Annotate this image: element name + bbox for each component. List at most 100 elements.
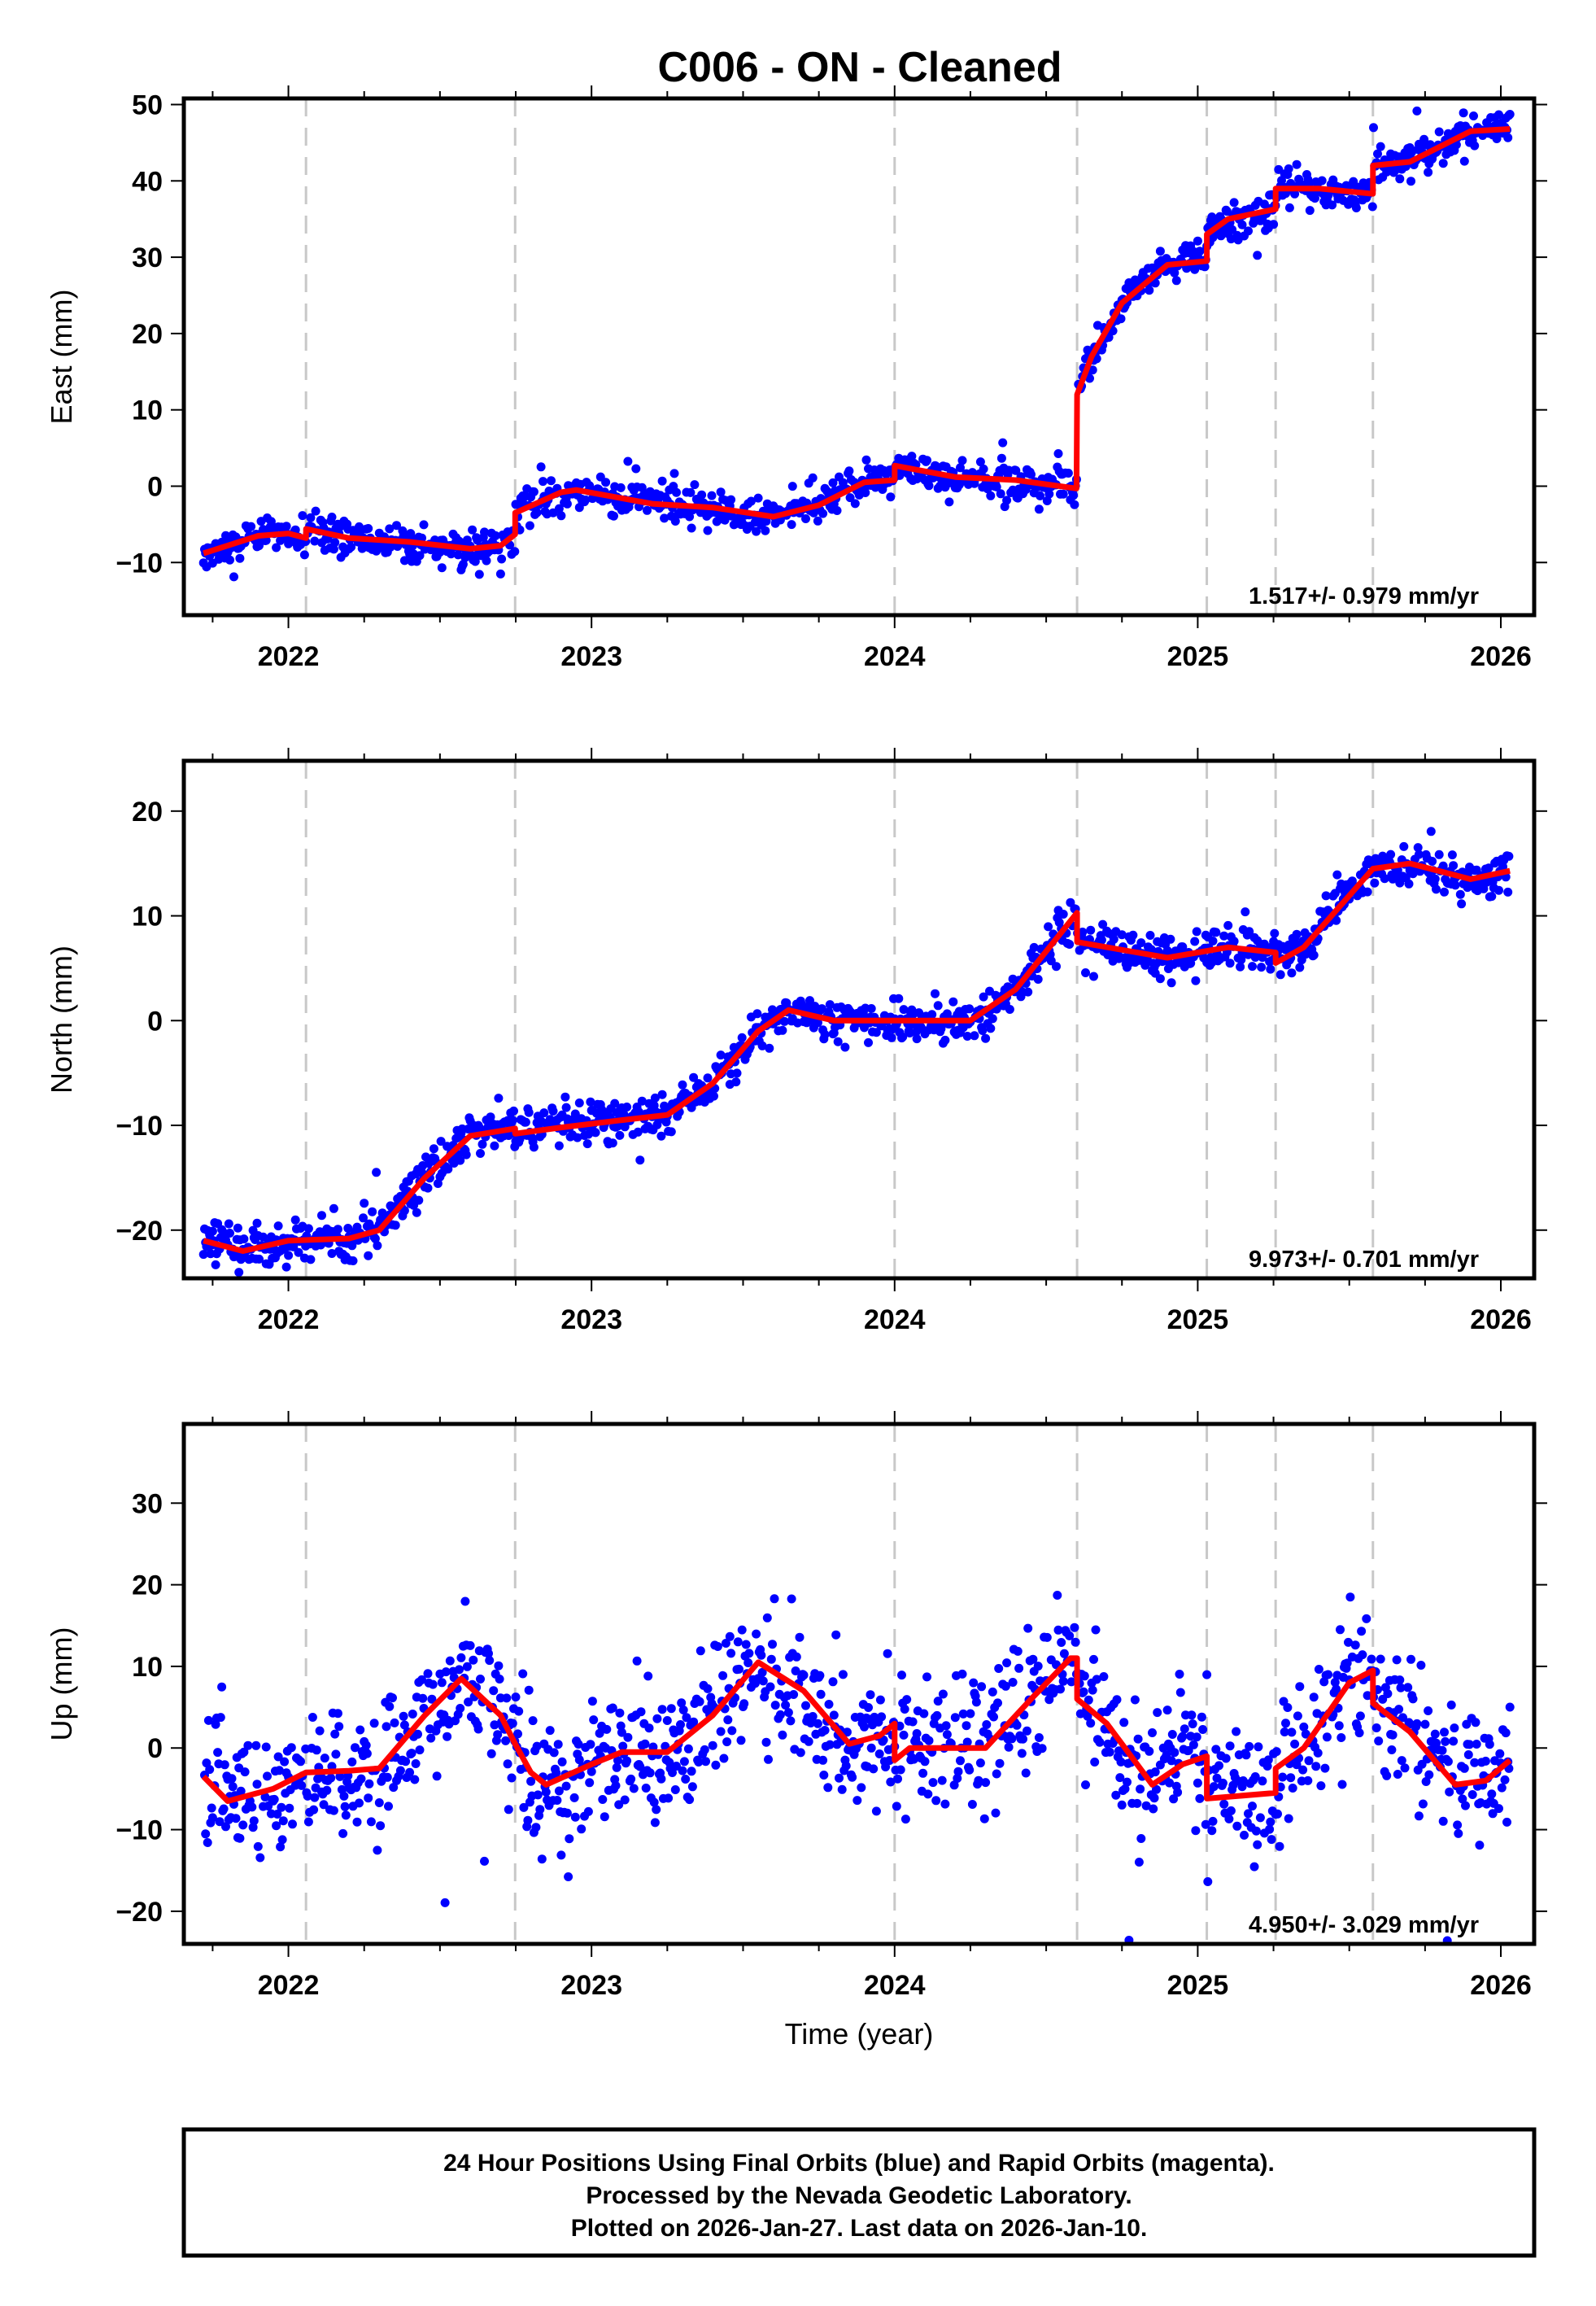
- data-point: [1367, 202, 1377, 212]
- data-point: [1008, 1678, 1018, 1687]
- data-point: [429, 1144, 438, 1154]
- data-point: [443, 1732, 452, 1741]
- data-point: [524, 1685, 534, 1695]
- data-point: [464, 1697, 473, 1707]
- data-point: [260, 1793, 270, 1802]
- data-point: [716, 1727, 726, 1736]
- data-point: [587, 1767, 596, 1776]
- data-point: [1175, 1670, 1184, 1679]
- data-point: [994, 1664, 1004, 1673]
- data-point: [924, 1736, 934, 1745]
- data-point: [820, 1029, 830, 1039]
- data-point: [860, 1722, 869, 1732]
- data-point: [556, 1850, 566, 1860]
- data-point: [1141, 1801, 1151, 1810]
- data-point: [495, 569, 505, 579]
- data-point: [1133, 1734, 1143, 1744]
- data-point: [1311, 1762, 1321, 1771]
- data-point: [1504, 851, 1514, 861]
- data-point: [1373, 149, 1382, 159]
- data-points: [200, 1591, 1515, 1944]
- data-point: [390, 1718, 399, 1727]
- y-tick-label: 20: [132, 1570, 163, 1601]
- data-point: [539, 1108, 549, 1118]
- data-point: [1229, 937, 1239, 946]
- data-point: [329, 1806, 338, 1815]
- data-point: [893, 1774, 902, 1784]
- data-point: [982, 1720, 992, 1729]
- data-point: [931, 1796, 941, 1806]
- data-point: [725, 1631, 735, 1641]
- data-point: [329, 544, 338, 554]
- data-point: [978, 1026, 988, 1035]
- data-point: [1136, 1784, 1145, 1794]
- data-point: [1303, 1775, 1313, 1785]
- data-point: [613, 1756, 622, 1765]
- data-point: [791, 1652, 801, 1662]
- data-point: [306, 513, 316, 522]
- data-point: [1396, 1683, 1406, 1692]
- data-point: [1245, 1741, 1254, 1751]
- data-point: [726, 495, 736, 504]
- data-point: [739, 1699, 749, 1709]
- data-point: [900, 1815, 910, 1824]
- data-point: [1281, 1719, 1290, 1728]
- data-point: [687, 1767, 696, 1776]
- data-point: [1397, 1756, 1406, 1766]
- data-point: [586, 1740, 595, 1749]
- data-point: [220, 1760, 229, 1770]
- data-point: [608, 1703, 617, 1713]
- data-point: [1345, 1592, 1355, 1602]
- data-point: [331, 1749, 341, 1759]
- data-point: [524, 1107, 534, 1117]
- data-point: [570, 1812, 580, 1822]
- data-point: [741, 1640, 751, 1649]
- x-tick-label: 2026: [1470, 1304, 1532, 1335]
- data-point: [273, 1221, 283, 1231]
- data-point: [1283, 1703, 1293, 1712]
- data-point: [552, 1796, 562, 1805]
- data-point: [521, 1117, 530, 1127]
- data-point: [1023, 1623, 1033, 1633]
- data-point: [722, 1737, 732, 1747]
- data-point: [986, 1024, 996, 1033]
- data-point: [631, 464, 641, 474]
- data-point: [789, 1690, 799, 1699]
- data-point: [1149, 1804, 1158, 1814]
- data-point: [957, 456, 967, 465]
- data-point: [273, 1810, 282, 1819]
- data-point: [940, 1035, 950, 1045]
- data-point: [825, 1740, 835, 1749]
- data-point: [923, 1789, 933, 1799]
- data-point: [277, 1835, 287, 1845]
- data-point: [1012, 1720, 1022, 1730]
- data-point: [791, 1666, 800, 1675]
- data-point: [1165, 1778, 1175, 1788]
- plot-frame: [181, 758, 1537, 1281]
- data-point: [294, 1247, 303, 1257]
- data-point: [1145, 1746, 1154, 1756]
- data-point: [618, 1741, 628, 1751]
- data-point: [1105, 1747, 1114, 1757]
- data-point: [549, 1748, 559, 1758]
- data-point: [1332, 915, 1341, 925]
- data-point: [844, 466, 854, 476]
- data-point: [1386, 849, 1396, 859]
- data-point: [586, 1097, 595, 1107]
- data-point: [817, 1004, 826, 1014]
- data-point: [808, 473, 818, 483]
- data-point: [1337, 1780, 1347, 1789]
- data-point: [1190, 937, 1200, 946]
- data-point: [1029, 942, 1039, 952]
- data-point: [871, 1806, 881, 1816]
- data-point: [239, 1234, 249, 1244]
- data-point: [813, 1719, 822, 1728]
- data-point: [690, 480, 700, 490]
- panel-up: 2022 2023 2024 2025 2026 −20 −10 0 10 20 30 Up (mm)…: [45, 1411, 1547, 2001]
- data-point: [1424, 168, 1433, 177]
- data-point: [1371, 1723, 1381, 1732]
- data-point: [219, 1804, 229, 1814]
- data-point: [764, 1754, 773, 1764]
- data-point: [1434, 127, 1444, 137]
- data-point: [385, 1701, 395, 1711]
